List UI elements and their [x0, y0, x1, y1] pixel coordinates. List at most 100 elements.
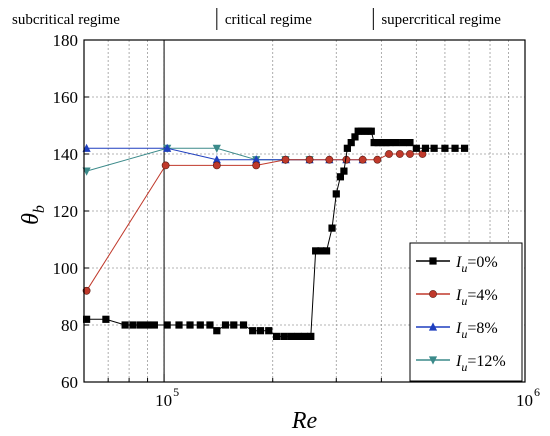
legend-value: =12%	[467, 353, 505, 370]
x-tick-exponent: 5	[173, 385, 179, 399]
data-point	[175, 321, 183, 329]
legend-label: Iu=8%	[455, 320, 498, 341]
legend-marker	[428, 356, 438, 365]
regime-label: critical regime	[225, 12, 312, 28]
data-point	[317, 247, 325, 255]
series	[82, 127, 469, 340]
legend-var: I	[455, 287, 462, 304]
data-point	[367, 127, 375, 135]
data-point	[272, 332, 281, 340]
data-point	[370, 139, 378, 147]
series-line	[86, 153, 423, 292]
y-axis-title: θb	[18, 205, 48, 225]
data-point	[451, 144, 459, 152]
regime-label: supercritical regime	[381, 12, 501, 28]
legend-var: I	[455, 254, 462, 271]
y-tick-label: 140	[53, 145, 79, 164]
data-point	[406, 139, 414, 147]
data-point	[430, 144, 438, 152]
data-point	[212, 144, 221, 153]
series	[82, 150, 427, 295]
data-point	[206, 321, 214, 329]
y-tick-label: 180	[53, 31, 79, 50]
data-point	[256, 327, 265, 335]
y-axis-title-main: θ	[18, 213, 44, 225]
series-layer	[82, 127, 469, 340]
data-point	[213, 327, 221, 335]
data-point	[150, 321, 158, 329]
legend-marker	[428, 322, 438, 331]
legend-var: I	[455, 320, 462, 337]
legend-value: =8%	[467, 320, 497, 337]
data-point	[325, 155, 334, 164]
data-point	[163, 143, 172, 152]
legend-marker	[429, 290, 437, 298]
data-point	[186, 321, 194, 329]
data-point	[82, 286, 91, 295]
data-point	[129, 321, 137, 329]
data-point	[121, 321, 129, 329]
data-point	[378, 139, 386, 147]
data-point	[322, 247, 331, 255]
data-point	[280, 332, 288, 340]
legend-marker	[429, 257, 437, 265]
data-point	[392, 139, 400, 147]
data-point	[143, 321, 152, 329]
legend-sub: u	[461, 327, 467, 341]
x-tick-label: 10	[155, 391, 172, 410]
data-point	[358, 155, 367, 164]
y-axis-ticks: 60 80 100 120 140 160 180	[53, 31, 89, 392]
data-point	[406, 150, 414, 158]
data-point	[136, 321, 145, 329]
legend-sub: u	[461, 261, 467, 275]
x-tick-exponent: 6	[534, 385, 540, 399]
data-point	[328, 224, 336, 232]
legend-item: Iu=4%	[416, 287, 498, 308]
legend-item: Iu=8%	[416, 320, 498, 341]
legend-box	[409, 242, 523, 382]
data-point	[412, 144, 420, 152]
y-tick-label: 60	[61, 373, 78, 392]
data-point	[441, 144, 449, 152]
data-point	[163, 321, 171, 329]
data-point	[161, 161, 170, 170]
legend-sub: u	[461, 360, 467, 374]
y-axis-title-sub: b	[31, 205, 48, 213]
x-tick-label: 10	[516, 391, 533, 410]
legend-var: I	[455, 353, 462, 370]
data-point	[373, 155, 382, 164]
data-point	[351, 133, 359, 141]
x-axis-ticks: 10 5 10 6	[83, 374, 540, 410]
legend-item: Iu=12%	[416, 353, 506, 374]
data-point	[294, 332, 302, 340]
y-tick-label: 80	[61, 316, 78, 335]
legend-label: Iu=4%	[455, 287, 498, 308]
data-point	[230, 321, 238, 329]
legend: Iu=0%Iu=4%Iu=8%Iu=12%	[409, 242, 523, 382]
data-point	[374, 139, 382, 147]
data-point	[382, 139, 390, 147]
y-tick-label: 120	[53, 202, 79, 221]
data-point	[305, 155, 314, 164]
data-point	[385, 150, 393, 158]
data-point	[287, 332, 295, 340]
data-point	[399, 139, 407, 147]
data-point	[332, 190, 340, 198]
data-point	[281, 155, 290, 164]
data-point	[102, 315, 110, 323]
data-point	[221, 321, 230, 329]
data-point	[343, 144, 351, 152]
data-point	[307, 332, 315, 340]
regime-bar: subcritical regime critical regime supercr…	[12, 8, 501, 30]
legend-value: =4%	[467, 287, 497, 304]
y-tick-label: 160	[53, 88, 79, 107]
data-point	[395, 150, 404, 158]
data-point	[460, 144, 469, 152]
data-point	[212, 155, 221, 164]
x-axis-title: Re	[291, 408, 318, 434]
data-point	[249, 327, 257, 335]
data-point	[347, 139, 355, 147]
data-point	[300, 332, 309, 340]
data-point	[212, 161, 221, 170]
